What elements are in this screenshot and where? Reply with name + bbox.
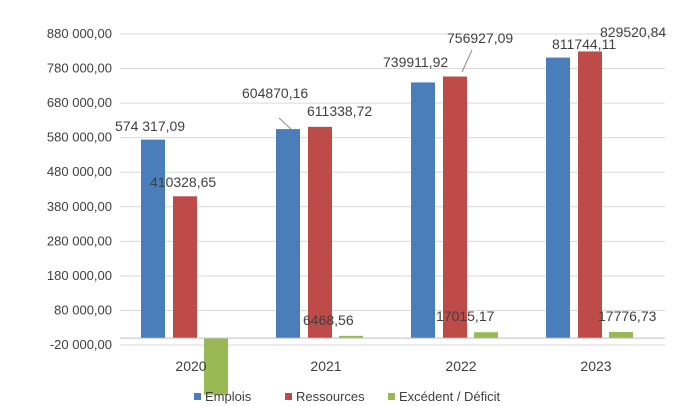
legend-label: Ressources (296, 389, 365, 404)
bar-emplois-2022 (411, 82, 435, 339)
y-axis-tick-labels: -20 000,00 80 000,00 180 000,00 280 000,00 3… (47, 26, 112, 352)
y-tick-label: 680 000,00 (47, 95, 112, 110)
x-tick-label: 2021 (310, 358, 341, 374)
bar-emplois-2023 (546, 57, 570, 339)
y-tick-label: 280 000,00 (47, 233, 112, 248)
label-leader-line (461, 49, 473, 73)
data-label: 574 317,09 (115, 118, 185, 134)
y-tick-label: 480 000,00 (47, 164, 112, 179)
bars (141, 51, 633, 395)
data-label: 410328,65 (150, 174, 216, 190)
bar-emplois-2020 (141, 139, 165, 339)
bar-exc-dent-d-ficit-2021 (339, 335, 363, 339)
data-label: 611338,72 (307, 103, 372, 119)
bar-exc-dent-d-ficit-2022 (474, 332, 498, 339)
bar-ressources-2023 (578, 51, 602, 339)
bar-exc-dent-d-ficit-2020 (204, 338, 228, 395)
bar-ressources-2021 (308, 126, 332, 339)
data-label: 811744,11 (552, 36, 616, 52)
legend-label: Emplois (205, 389, 252, 404)
y-tick-label: -20 000,00 (50, 337, 112, 352)
legend-swatch (194, 393, 201, 400)
label-leader-line (278, 117, 293, 131)
legend-swatch (285, 393, 292, 400)
y-tick-label: 380 000,00 (47, 199, 112, 214)
y-tick-label: 880 000,00 (47, 26, 112, 41)
legend-swatch (388, 393, 395, 400)
bar-emplois-2021 (276, 129, 300, 339)
legend-label: Excédent / Déficit (399, 389, 501, 404)
data-label: 756927,09 (447, 30, 513, 46)
x-tick-label: 2023 (580, 358, 611, 374)
y-tick-label: 580 000,00 (47, 130, 112, 145)
legend: Emplois Ressources Excédent / Déficit (194, 389, 501, 404)
data-label: 604870,16 (242, 85, 308, 101)
data-label: 6468,56 (303, 312, 354, 328)
data-label: 829520,84 (600, 24, 666, 40)
x-tick-label: 2020 (175, 358, 206, 374)
bar-ressources-2020 (173, 196, 197, 339)
data-labels: 574 317,09 604870,16 739911,92 811744,11 410… (115, 24, 666, 328)
bar-ressources-2022 (443, 76, 467, 339)
x-axis: 2020 2021 2022 2023 (120, 337, 665, 374)
y-tick-label: 780 000,00 (47, 61, 112, 76)
data-label: 17015,17 (436, 308, 495, 324)
y-tick-label: 80 000,00 (54, 302, 112, 317)
y-tick-label: 180 000,00 (47, 268, 112, 283)
gridlines (120, 33, 665, 346)
bar-exc-dent-d-ficit-2023 (609, 331, 633, 339)
x-tick-label: 2022 (445, 358, 476, 374)
data-label: 17776,73 (598, 308, 657, 324)
data-label: 739911,92 (383, 54, 448, 70)
